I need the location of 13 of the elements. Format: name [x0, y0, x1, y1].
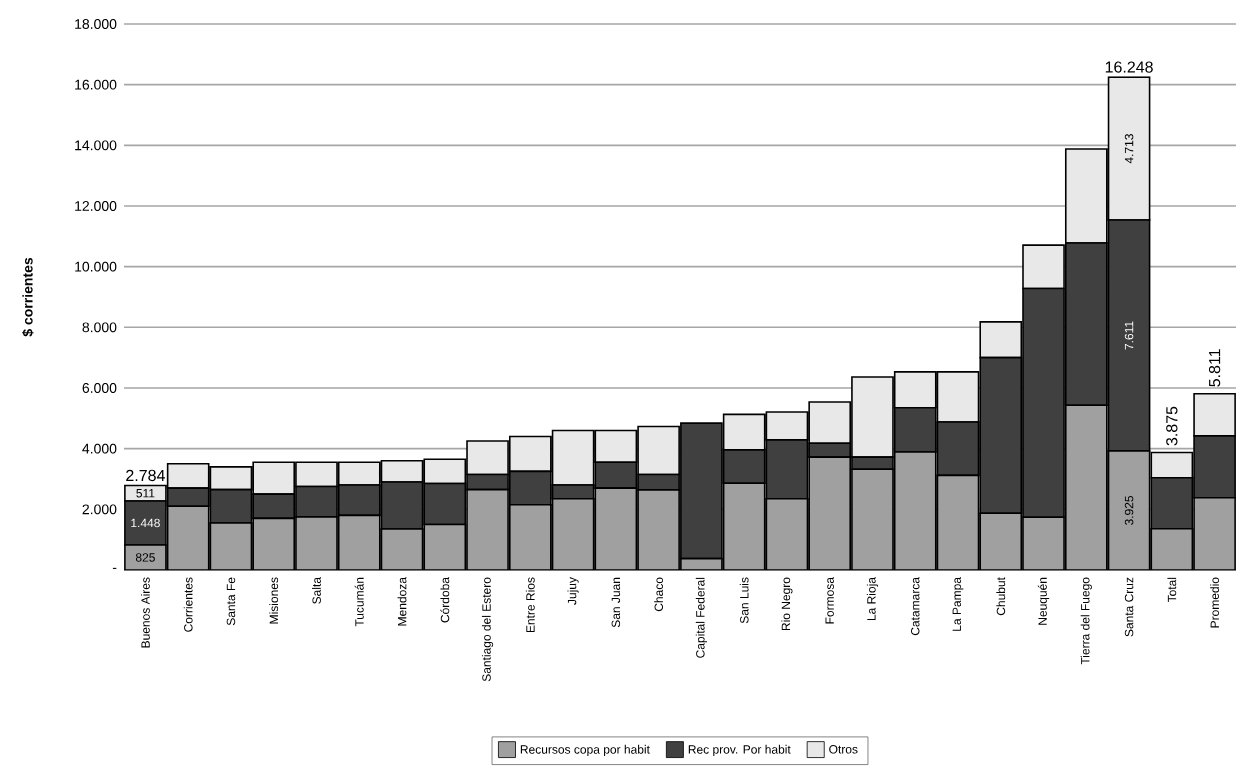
bar	[1193, 392, 1236, 437]
total-label: 2.784	[126, 469, 165, 482]
total-label: 16.248	[1105, 61, 1153, 73]
bar	[295, 461, 338, 488]
bar	[1022, 516, 1065, 570]
bar	[1022, 244, 1065, 290]
bar	[295, 516, 338, 570]
bar	[295, 485, 338, 518]
bar	[1022, 287, 1065, 518]
bar	[1150, 451, 1194, 479]
bar	[979, 321, 1023, 359]
total-label: 3.875	[1166, 406, 1178, 446]
total-label: 5.811	[1208, 349, 1221, 387]
